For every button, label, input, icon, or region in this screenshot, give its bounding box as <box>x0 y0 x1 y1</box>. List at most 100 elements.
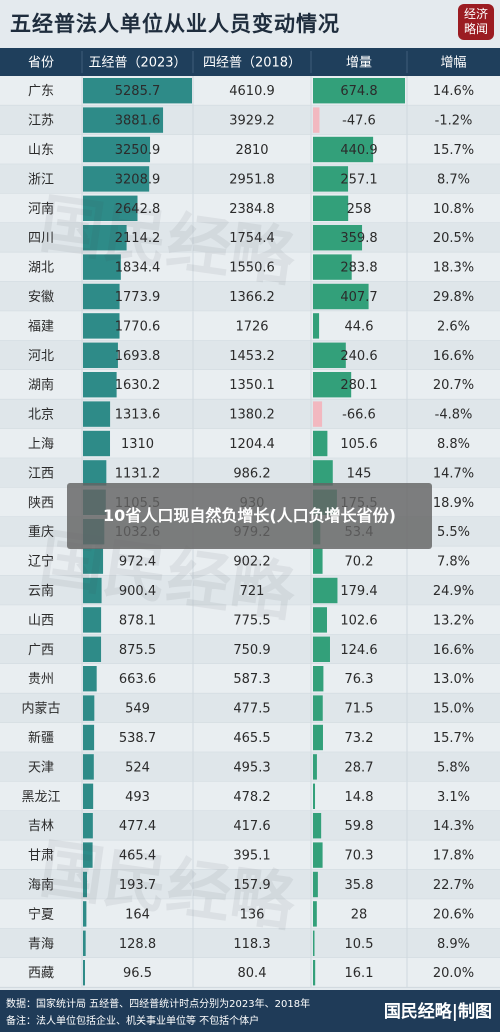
value-2023-label: 1834.4 <box>115 261 161 276</box>
increase-label: 240.6 <box>340 349 377 364</box>
bar-2023 <box>83 78 192 104</box>
bar-2023 <box>83 901 87 927</box>
growth-rate-label: 20.5% <box>433 231 474 246</box>
value-2023-label: 1773.9 <box>115 290 161 305</box>
increase-label: 124.6 <box>340 643 377 658</box>
bar-2023 <box>83 107 164 133</box>
value-2023-label: 3881.6 <box>115 114 161 129</box>
growth-rate-label: 13.0% <box>433 672 474 687</box>
value-2018-label: 1350.1 <box>229 378 275 393</box>
bar-increase <box>313 460 333 486</box>
bar-increase <box>313 372 352 398</box>
column-header: 增幅 <box>440 56 466 71</box>
increase-label: 59.8 <box>345 819 374 834</box>
growth-rate-label: 15.7% <box>433 731 474 746</box>
growth-rate-label: 16.6% <box>433 643 474 658</box>
bar-2023 <box>83 783 94 809</box>
caption-overlay: 10省人口现自然负增长(人口负增长省份) <box>67 483 432 549</box>
province-label: 贵州 <box>28 672 54 687</box>
value-2023-label: 1131.2 <box>115 466 161 481</box>
value-2018-label: 1204.4 <box>229 437 275 452</box>
bar-2023 <box>83 960 85 986</box>
value-2023-label: 663.6 <box>119 672 156 687</box>
increase-label: 102.6 <box>340 613 377 628</box>
value-2023-label: 878.1 <box>119 613 156 628</box>
header-row <box>0 48 500 76</box>
growth-rate-label: 16.6% <box>433 349 474 364</box>
bar-increase <box>313 342 346 368</box>
growth-rate-label: -1.2% <box>435 114 473 129</box>
source-note: 数据：国家统计局 五经普、四经普统计时点分别为2023年、2018年 <box>6 999 311 1010</box>
bar-increase <box>313 813 322 839</box>
increase-label: 73.2 <box>345 731 374 746</box>
value-2023-label: 3250.9 <box>115 143 161 158</box>
value-2023-label: 493 <box>125 790 150 805</box>
value-2018-label: 157.9 <box>233 878 270 893</box>
bar-increase <box>313 225 363 251</box>
growth-rate-label: 14.3% <box>433 819 474 834</box>
value-2023-label: 538.7 <box>119 731 156 746</box>
bar-2023 <box>83 254 121 280</box>
bar-increase <box>313 930 315 956</box>
bar-2023 <box>83 548 104 574</box>
value-2023-label: 1693.8 <box>115 349 161 364</box>
value-2018-label: 2384.8 <box>229 202 275 217</box>
province-label: 重庆 <box>28 524 54 540</box>
growth-rate-label: 14.7% <box>433 466 474 481</box>
growth-rate-label: -4.8% <box>435 408 473 423</box>
bar-2023 <box>83 607 102 633</box>
increase-label: 407.7 <box>340 290 377 305</box>
increase-label: 14.8 <box>345 790 374 805</box>
bar-increase <box>313 636 330 662</box>
bar-2023 <box>83 871 87 898</box>
growth-rate-label: 15.7% <box>433 143 474 158</box>
bar-increase <box>313 430 328 457</box>
province-label: 青海 <box>28 937 54 952</box>
value-2018-label: 465.5 <box>233 731 270 746</box>
bar-increase <box>313 607 327 633</box>
bar-2023 <box>83 195 138 221</box>
growth-rate-label: 22.7% <box>433 878 474 893</box>
bar-2023 <box>83 724 95 751</box>
bar-increase <box>313 166 349 192</box>
value-2023-label: 875.5 <box>119 643 156 658</box>
growth-rate-label: 5.5% <box>437 525 470 540</box>
increase-label: 76.3 <box>345 672 374 687</box>
province-label: 山西 <box>28 613 54 628</box>
increase-label: -47.6 <box>342 114 376 129</box>
value-2023-label: 96.5 <box>123 966 152 981</box>
value-2023-label: 164 <box>125 907 150 922</box>
province-label: 吉林 <box>28 819 54 834</box>
province-label: 甘肃 <box>28 849 54 864</box>
value-2023-label: 128.8 <box>119 937 156 952</box>
footer: 数据：国家统计局 五经普、四经普统计时点分别为2023年、2018年 备注：法人… <box>0 990 500 1032</box>
province-label: 河北 <box>28 349 54 364</box>
bar-increase <box>313 107 320 133</box>
value-2018-label: 495.3 <box>233 760 270 775</box>
bar-increase <box>313 666 324 692</box>
province-label: 内蒙古 <box>21 701 60 717</box>
bar-2023 <box>83 577 102 604</box>
growth-rate-label: 5.8% <box>437 760 470 775</box>
value-2018-label: 1550.6 <box>229 261 275 276</box>
growth-rate-label: 15.0% <box>433 702 474 717</box>
bar-increase <box>313 401 323 427</box>
province-label: 海南 <box>28 877 54 893</box>
value-2018-label: 80.4 <box>238 966 267 981</box>
chart-title: 五经普法人单位从业人员变动情况 <box>10 12 340 36</box>
province-label: 陕西 <box>28 496 54 511</box>
growth-rate-label: 20.0% <box>433 966 474 981</box>
value-2018-label: 1453.2 <box>229 349 275 364</box>
bar-2023 <box>83 430 111 457</box>
bar-2023 <box>83 136 151 163</box>
province-label: 四川 <box>28 231 54 246</box>
growth-rate-label: 8.8% <box>437 437 470 452</box>
column-header: 五经普（2023） <box>88 56 186 71</box>
value-2023-label: 972.4 <box>119 555 156 570</box>
bar-increase <box>313 695 323 721</box>
logo-line-2: 略闻 <box>463 22 488 36</box>
value-2018-label: 2810 <box>235 143 268 158</box>
bar-increase <box>313 754 317 780</box>
